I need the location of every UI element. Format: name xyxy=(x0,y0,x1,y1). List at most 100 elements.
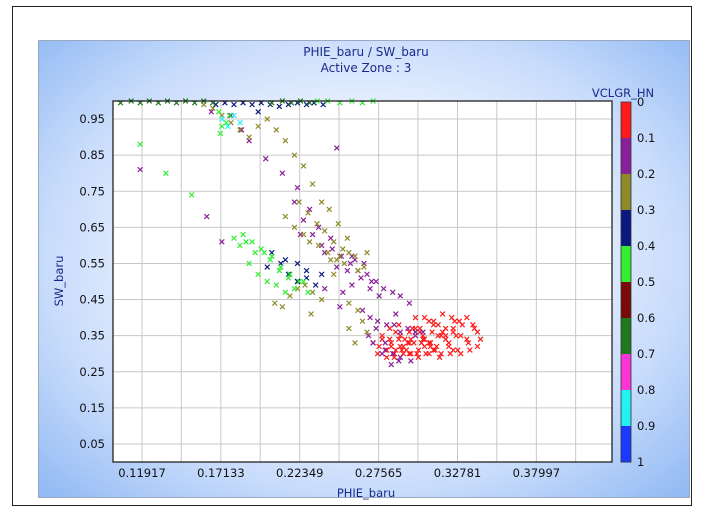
scatter-point xyxy=(432,347,438,353)
scatter-point xyxy=(237,119,243,126)
scatter-point xyxy=(306,206,313,213)
y-tick-label: 0.65 xyxy=(79,220,105,234)
scatter-point xyxy=(249,101,255,108)
scatter-point xyxy=(282,257,289,263)
scatter-point xyxy=(367,285,373,292)
scatter-point xyxy=(320,101,327,108)
chart-title: PHIE_baru / SW_baru xyxy=(303,45,429,59)
scatter-point xyxy=(386,336,393,343)
y-tick-label: 0.95 xyxy=(79,112,105,126)
scatter-point xyxy=(246,260,252,267)
colorbar-label: VCLGR_HN xyxy=(592,86,654,100)
scatter-point xyxy=(395,358,402,364)
scatter-point xyxy=(450,347,457,353)
scatter-point xyxy=(276,103,283,110)
x-axis-label: PHIE_baru xyxy=(337,486,395,500)
scatter-point xyxy=(477,336,484,343)
scatter-point xyxy=(282,213,289,220)
scatter-point xyxy=(264,116,271,122)
scatter-point xyxy=(442,332,449,339)
scatter-point xyxy=(137,141,144,148)
colorbar-segment xyxy=(621,102,631,139)
scatter-point xyxy=(300,163,307,169)
scatter-point xyxy=(352,253,358,260)
scatter-point xyxy=(426,318,432,325)
scatter-point xyxy=(252,249,258,256)
colorbar-segment xyxy=(621,282,631,319)
x-tick-label: 0.32781 xyxy=(434,466,482,480)
y-tick-label: 0.75 xyxy=(79,184,105,198)
scatter-point xyxy=(465,340,472,346)
scatter-point xyxy=(344,235,351,242)
colorbar-segment xyxy=(621,354,631,391)
scatter-point xyxy=(300,231,307,238)
scatter-point xyxy=(226,112,233,119)
scatter-point xyxy=(471,325,478,332)
scatter-point xyxy=(279,303,286,310)
scatter-point xyxy=(376,293,382,299)
scatter-point xyxy=(231,112,237,119)
scatter-point xyxy=(264,264,271,270)
scatter-point xyxy=(391,354,398,361)
scatter-point xyxy=(262,155,269,162)
scatter-point xyxy=(217,130,224,137)
scatter-point xyxy=(347,260,354,267)
scatter-point xyxy=(464,336,470,343)
scatter-point xyxy=(321,285,328,292)
scatter-point xyxy=(364,329,370,335)
scatter-point xyxy=(406,300,413,306)
scatter-point xyxy=(364,249,370,256)
scatter-point xyxy=(306,238,313,245)
scatter-point xyxy=(137,166,144,173)
scatter-point xyxy=(433,343,440,350)
scatter-point xyxy=(346,249,352,256)
x-tick-label: 0.17133 xyxy=(197,466,245,480)
colorbar-tick-label: 0.3 xyxy=(637,203,655,217)
colorbar-tick-label: 0.8 xyxy=(637,383,655,397)
scatter-point xyxy=(406,340,413,346)
scatter-point xyxy=(330,238,337,245)
scatter-point xyxy=(415,347,422,353)
scatter-point xyxy=(309,181,316,187)
scatter-point xyxy=(309,231,316,238)
scatter-point xyxy=(243,238,249,245)
scatter-point xyxy=(238,127,245,133)
scatter-point xyxy=(219,238,225,245)
colorbar-tick-label: 0.1 xyxy=(637,131,655,145)
scatter-point xyxy=(358,275,364,281)
scatter-point xyxy=(388,340,395,346)
scatter-point xyxy=(231,235,237,242)
scatter-point xyxy=(318,199,325,205)
scatter-point xyxy=(408,350,414,357)
scatter-point xyxy=(392,329,399,335)
scatter-point xyxy=(268,253,275,260)
colorbar-tick-label: 0.2 xyxy=(637,167,655,181)
colorbar-segment xyxy=(621,174,631,211)
scatter-point xyxy=(359,307,366,314)
scatter-point xyxy=(412,314,419,321)
scatter-point xyxy=(255,109,261,115)
colorbar-tick-label: 0.4 xyxy=(637,239,655,253)
scatter-point xyxy=(291,199,298,205)
y-tick-label: 0.25 xyxy=(79,365,105,379)
scatter-point xyxy=(379,350,385,357)
scatter-point xyxy=(457,332,464,339)
scatter-point xyxy=(219,116,225,122)
y-tick-label: 0.85 xyxy=(79,148,105,162)
colorbar-segment xyxy=(621,210,631,247)
scatter-point xyxy=(267,257,274,263)
scatter-point xyxy=(368,278,375,285)
y-tick-label: 0.55 xyxy=(79,256,105,270)
scatter-point xyxy=(216,109,222,115)
scatter-point xyxy=(379,332,385,339)
scatter-point xyxy=(246,134,252,140)
scatter-point xyxy=(429,329,435,335)
scatter-point xyxy=(309,289,316,296)
scatter-point xyxy=(336,303,343,310)
scatter-point xyxy=(321,228,328,234)
scatter-point xyxy=(264,278,271,285)
scatter-point xyxy=(359,318,366,325)
scatter-point xyxy=(329,246,336,252)
scatter-point xyxy=(341,260,348,267)
